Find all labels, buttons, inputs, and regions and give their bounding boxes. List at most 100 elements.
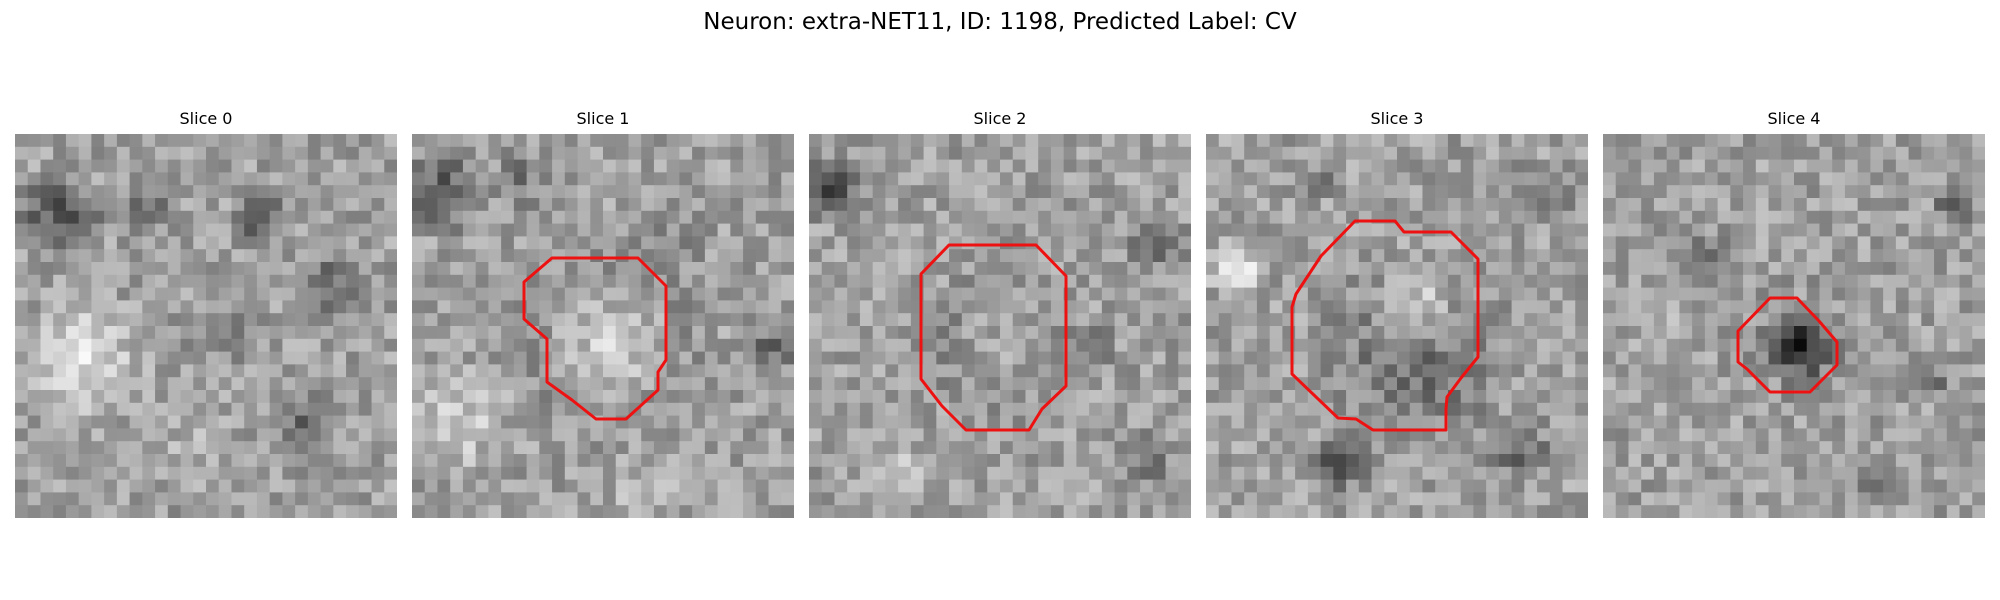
pixel <box>666 492 680 506</box>
pixel <box>679 300 693 314</box>
pixel <box>1127 402 1141 417</box>
pixel <box>526 466 540 481</box>
pixel <box>1755 262 1770 276</box>
pixel <box>641 159 655 173</box>
pixel <box>1333 428 1347 442</box>
pixel <box>564 198 579 212</box>
pixel <box>1666 479 1680 493</box>
pixel <box>27 428 42 442</box>
pixel <box>155 466 169 481</box>
pixel <box>1038 262 1052 276</box>
pixel <box>40 505 54 518</box>
pixel <box>1486 351 1500 365</box>
pixel <box>1460 159 1474 173</box>
pixel <box>53 338 67 353</box>
pixel <box>450 351 464 365</box>
pixel <box>949 377 963 391</box>
pixel <box>1025 428 1039 442</box>
pixel <box>1498 377 1513 391</box>
pixel <box>1743 223 1757 237</box>
pixel <box>1832 466 1846 481</box>
pixel <box>1743 185 1757 199</box>
pixel <box>1692 249 1706 263</box>
pixel <box>847 351 861 365</box>
pixel <box>539 454 553 468</box>
pixel <box>872 338 886 353</box>
pixel <box>475 390 489 404</box>
pixel <box>1653 146 1668 161</box>
pixel <box>847 492 861 506</box>
pixel <box>167 415 182 429</box>
pixel <box>809 415 823 429</box>
pixel <box>768 390 782 404</box>
pixel <box>679 210 693 225</box>
pixel <box>1076 415 1090 429</box>
pixel <box>1653 274 1668 289</box>
pixel <box>488 159 502 173</box>
pixel <box>1832 159 1846 173</box>
pixel <box>1384 262 1398 276</box>
pixel <box>1346 441 1360 455</box>
pixel <box>1946 262 1961 276</box>
pixel <box>923 274 937 289</box>
pixel <box>513 505 528 518</box>
pixel <box>1781 415 1795 429</box>
pixel <box>1628 146 1642 161</box>
pixel <box>847 326 861 340</box>
pixel <box>1089 466 1103 481</box>
pixel <box>885 313 899 327</box>
pixel <box>821 338 836 353</box>
pixel <box>155 300 169 314</box>
pixel <box>1768 185 1782 199</box>
pixel <box>475 223 489 237</box>
pixel <box>78 390 92 404</box>
pixel <box>615 351 630 365</box>
pixel <box>1218 198 1233 212</box>
pixel <box>282 223 296 237</box>
pixel <box>65 402 80 417</box>
pixel <box>641 210 655 225</box>
pixel <box>358 313 373 327</box>
pixel <box>384 466 397 481</box>
pixel <box>910 479 925 493</box>
pixel <box>513 441 528 455</box>
pixel <box>1844 364 1859 378</box>
pixel <box>666 236 680 250</box>
pixel <box>1972 390 1985 404</box>
pixel <box>346 454 360 468</box>
pixel <box>1473 172 1487 186</box>
pixel <box>384 223 397 237</box>
pixel <box>1511 287 1525 301</box>
pixel <box>1114 428 1128 442</box>
pixel <box>333 338 347 353</box>
pixel <box>412 159 426 173</box>
pixel <box>1486 441 1500 455</box>
pixel <box>346 390 360 404</box>
pixel <box>206 428 220 442</box>
pixel <box>755 236 770 250</box>
pixel <box>40 249 54 263</box>
pixel <box>1422 172 1436 186</box>
pixel <box>743 262 757 276</box>
pixel <box>1000 274 1014 289</box>
pixel <box>1397 415 1411 429</box>
pixel <box>412 146 426 161</box>
pixel <box>1908 454 1922 468</box>
pixel <box>167 313 182 327</box>
pixel <box>142 428 156 442</box>
pixel <box>1641 466 1655 481</box>
pixel <box>1524 210 1538 225</box>
pixel <box>424 466 439 481</box>
pixel <box>1883 415 1897 429</box>
pixel <box>218 390 233 404</box>
pixel <box>987 338 1001 353</box>
pixel <box>768 415 782 429</box>
pixel <box>1244 479 1258 493</box>
pixel <box>666 223 680 237</box>
pixel <box>1114 338 1128 353</box>
pixel <box>1435 236 1449 250</box>
pixel <box>590 390 604 404</box>
pixel <box>628 210 642 225</box>
pixel <box>974 185 988 199</box>
pixel <box>1844 505 1859 518</box>
